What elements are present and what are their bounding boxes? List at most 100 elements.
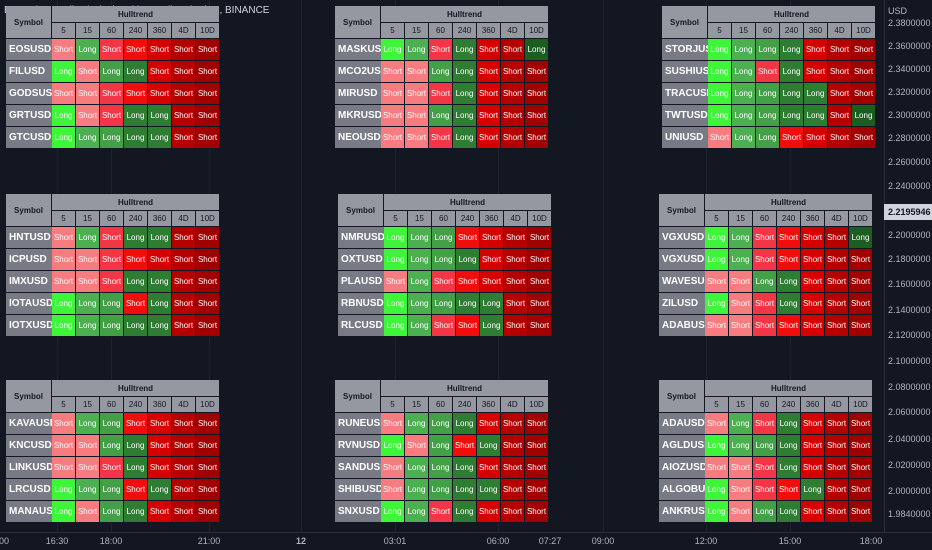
signal-cell: Short xyxy=(849,457,872,478)
signal-cell: Long xyxy=(804,105,827,126)
signal-cell: Long xyxy=(756,39,779,60)
signal-cell: Long xyxy=(100,435,123,456)
timeframe-header: 60 xyxy=(753,211,776,226)
signal-cell: Long xyxy=(52,315,75,336)
signal-table: Symbol Hulltrend 5 15 60 240 360 4D 10D RUNEUSD Sh… xyxy=(335,380,549,523)
symbol-cell: AIOZUSD xyxy=(659,457,707,478)
signal-cell: Long xyxy=(705,435,728,456)
signal-cell: Short xyxy=(852,39,875,60)
timeframe-header: 60 xyxy=(100,397,123,412)
signal-cell: Short xyxy=(172,127,195,148)
symbol-cell: ANKRUSD xyxy=(659,501,707,522)
timeframe-header: 15 xyxy=(76,397,99,412)
signal-cell: Long xyxy=(780,83,803,104)
signal-cell: Short xyxy=(729,293,752,314)
signal-cell: Long xyxy=(429,105,452,126)
signal-cell: Long xyxy=(708,39,731,60)
signal-cell: Short xyxy=(729,271,752,292)
signal-cell: Long xyxy=(432,293,455,314)
signal-cell: Short xyxy=(501,479,524,500)
signal-cell: Long xyxy=(477,479,500,500)
timeframe-header: 360 xyxy=(477,23,500,38)
signal-cell: Long xyxy=(432,249,455,270)
group-header: Hulltrend xyxy=(52,380,219,396)
price-label: 2.3000000 xyxy=(888,110,931,120)
timeframe-header: 5 xyxy=(708,23,731,38)
signal-cell: Short xyxy=(801,293,824,314)
signal-cell: Short xyxy=(825,315,848,336)
signal-cell: Short xyxy=(429,83,452,104)
signal-cell: Short xyxy=(501,61,524,82)
signal-cell: Long xyxy=(756,83,779,104)
time-label: 15:00 xyxy=(778,536,802,546)
timeframe-header: 10D xyxy=(849,211,872,226)
signal-cell: Long xyxy=(148,127,171,148)
symbol-cell: SNXUSD xyxy=(335,501,383,522)
signal-cell: Short xyxy=(525,501,548,522)
timeframe-header: 60 xyxy=(432,211,455,226)
signal-cell: Short xyxy=(196,61,219,82)
signal-cell: Short xyxy=(172,315,195,336)
symbol-cell: RBNUSD xyxy=(338,293,386,314)
signal-cell: Short xyxy=(196,39,219,60)
signal-cell: Long xyxy=(456,293,479,314)
signal-cell: Short xyxy=(100,227,123,248)
signal-cell: Long xyxy=(453,105,476,126)
signal-cell: Short xyxy=(849,249,872,270)
timeframe-header: 15 xyxy=(729,211,752,226)
grid-line xyxy=(603,0,604,532)
signal-cell: Short xyxy=(124,479,147,500)
signal-cell: Short xyxy=(828,105,851,126)
signal-cell: Short xyxy=(456,315,479,336)
signal-cell: Long xyxy=(148,271,171,292)
signal-cell: Short xyxy=(196,105,219,126)
signal-cell: Short xyxy=(477,127,500,148)
symbol-cell: HNTUSD xyxy=(6,227,54,248)
signal-cell: Short xyxy=(849,479,872,500)
price-label: 2.1200000 xyxy=(888,330,931,340)
time-label: 18:00 xyxy=(859,536,883,546)
signal-cell: Long xyxy=(480,293,503,314)
signal-cell: Long xyxy=(100,413,123,434)
signal-cell: Short xyxy=(825,479,848,500)
symbol-cell: RLCUSD xyxy=(338,315,386,336)
symbol-cell: SANDUSD xyxy=(335,457,383,478)
price-label: 2.1800000 xyxy=(888,254,931,264)
signal-cell: Long xyxy=(405,457,428,478)
signal-cell: Short xyxy=(708,127,731,148)
signal-cell: Short xyxy=(100,457,123,478)
signal-cell: Long xyxy=(384,227,407,248)
group-header: Hulltrend xyxy=(52,6,219,22)
price-label: 2.3600000 xyxy=(888,41,931,51)
signal-cell: Short xyxy=(504,227,527,248)
signal-cell: Short xyxy=(172,83,195,104)
signal-cell: Short xyxy=(196,501,219,522)
signal-cell: Long xyxy=(52,501,75,522)
signal-cell: Short xyxy=(148,501,171,522)
signal-cell: Short xyxy=(825,293,848,314)
signal-cell: Long xyxy=(732,127,755,148)
signal-cell: Short xyxy=(381,127,404,148)
timeframe-header: 360 xyxy=(801,397,824,412)
signal-cell: Long xyxy=(453,61,476,82)
signal-cell: Short xyxy=(825,227,848,248)
signal-cell: Long xyxy=(753,501,776,522)
signal-cell: Long xyxy=(756,105,779,126)
timeframe-header: 360 xyxy=(477,397,500,412)
signal-cell: Long xyxy=(124,315,147,336)
signal-cell: Long xyxy=(852,105,875,126)
signal-cell: Short xyxy=(525,127,548,148)
timeframe-header: 10D xyxy=(196,397,219,412)
signal-cell: Short xyxy=(705,457,728,478)
price-label: 2.3400000 xyxy=(888,64,931,74)
price-label: 2.0000000 xyxy=(888,486,931,496)
signal-cell: Short xyxy=(849,315,872,336)
timeframe-header: 5 xyxy=(381,397,404,412)
symbol-cell: RVNUSD xyxy=(335,435,383,456)
signal-cell: Short xyxy=(196,271,219,292)
signal-cell: Short xyxy=(780,127,803,148)
signal-cell: Short xyxy=(172,249,195,270)
timeframe-header: 4D xyxy=(501,23,524,38)
signal-cell: Long xyxy=(732,61,755,82)
signal-cell: Long xyxy=(453,83,476,104)
